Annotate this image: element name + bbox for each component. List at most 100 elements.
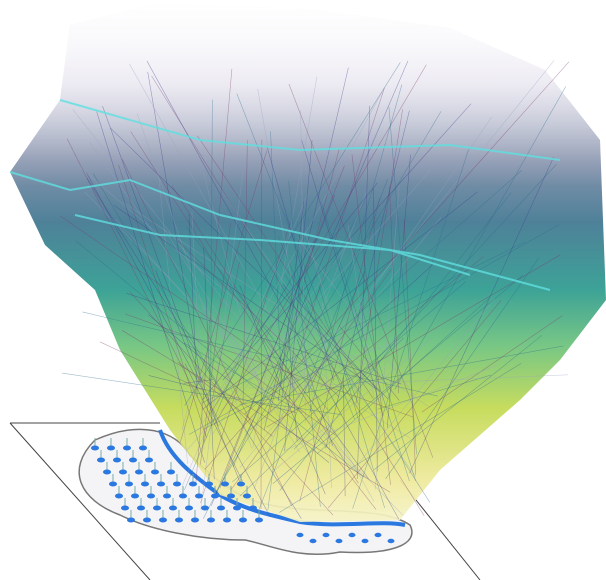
- edge-line: [267, 296, 296, 511]
- electrode-dot: [387, 538, 395, 544]
- edge-line: [185, 226, 329, 411]
- edge-line: [288, 180, 321, 507]
- ridges: [9, 99, 561, 291]
- edge-line: [288, 84, 434, 458]
- electrode-dot: [125, 481, 133, 487]
- edge-line: [355, 109, 403, 404]
- edge-line: [124, 313, 414, 418]
- electrode-dot: [239, 517, 247, 523]
- edge-line: [202, 91, 383, 423]
- edge-line: [84, 191, 358, 471]
- edge-line: [257, 178, 389, 513]
- electrode-dot: [151, 469, 159, 475]
- edge-line: [178, 362, 273, 437]
- edge-line: [293, 163, 557, 450]
- edge-line: [239, 285, 326, 495]
- edge-line: [122, 159, 293, 507]
- edge-line: [301, 140, 384, 416]
- edge-line: [374, 185, 400, 490]
- edge-line: [347, 224, 379, 430]
- edge-line: [202, 182, 378, 400]
- electrode-dot: [205, 481, 213, 487]
- edge-line: [121, 330, 391, 493]
- edge-line: [266, 146, 334, 381]
- electrode-dot: [255, 517, 263, 523]
- edge-line: [318, 284, 385, 509]
- edge-line: [59, 215, 300, 381]
- edge-line: [232, 60, 409, 467]
- edge-line: [253, 191, 367, 490]
- edge-line: [86, 177, 302, 519]
- edge-line: [322, 302, 332, 488]
- edge-line: [187, 162, 438, 450]
- electrode-dot: [131, 493, 139, 499]
- electrode-dot: [127, 517, 135, 523]
- edge-line: [148, 375, 296, 413]
- electrode-dot: [173, 481, 181, 487]
- edge-line: [358, 300, 416, 482]
- edge-line: [373, 188, 378, 472]
- edge-line: [394, 86, 566, 390]
- edge-line: [277, 235, 355, 420]
- edge-line: [374, 335, 543, 470]
- edge-line: [263, 67, 349, 431]
- edge-line: [232, 281, 466, 483]
- edge-line: [171, 185, 359, 484]
- edge-lines: [59, 60, 570, 520]
- electrode-dot: [123, 445, 131, 451]
- edge-line: [296, 236, 415, 395]
- edge-line: [69, 158, 341, 390]
- edge-line: [102, 105, 219, 427]
- electrode-dot: [145, 457, 153, 463]
- electrode-dot: [129, 457, 137, 463]
- edge-line: [309, 84, 403, 413]
- electrode-dot: [103, 469, 111, 475]
- edge-line: [183, 342, 303, 414]
- edge-line: [210, 99, 213, 406]
- edge-line: [230, 269, 392, 491]
- electrode-dot: [227, 493, 235, 499]
- edge-line: [328, 300, 502, 509]
- edge-line: [86, 172, 271, 517]
- edge-line: [287, 328, 298, 442]
- electrode-dot: [335, 538, 343, 544]
- electrode-dots: [91, 438, 395, 544]
- electrode-dot: [143, 517, 151, 523]
- edge-line: [163, 228, 263, 384]
- edge-line: [307, 271, 366, 394]
- edge-line: [203, 172, 264, 403]
- electrode-dot: [113, 457, 121, 463]
- edge-line: [82, 311, 438, 397]
- electrode-dot: [322, 532, 330, 538]
- electrode-dot: [348, 532, 356, 538]
- electrode-dot: [189, 481, 197, 487]
- edge-line: [96, 111, 205, 463]
- edge-line: [320, 256, 484, 388]
- edge-line: [72, 109, 365, 478]
- edge-line: [256, 354, 377, 510]
- electrode-dot: [243, 493, 251, 499]
- edge-line: [409, 157, 554, 474]
- edge-line: [279, 192, 512, 491]
- electrode-dot: [135, 469, 143, 475]
- electrode-dot: [91, 445, 99, 451]
- edge-line: [200, 221, 291, 504]
- edge-line: [195, 68, 233, 484]
- edge-line: [356, 105, 371, 480]
- edge-line: [260, 139, 263, 510]
- edge-line: [218, 350, 336, 436]
- edge-line: [257, 88, 316, 414]
- edge-line: [214, 111, 442, 495]
- edge-line: [129, 63, 375, 502]
- electrode-dot: [207, 517, 215, 523]
- edge-line: [270, 131, 282, 385]
- edge-line: [320, 201, 410, 482]
- edge-line: [130, 131, 298, 393]
- edge-line: [269, 149, 340, 413]
- edge-line: [296, 339, 334, 446]
- edge-line: [279, 363, 522, 513]
- edge-line: [211, 241, 350, 435]
- edge-line: [421, 315, 563, 413]
